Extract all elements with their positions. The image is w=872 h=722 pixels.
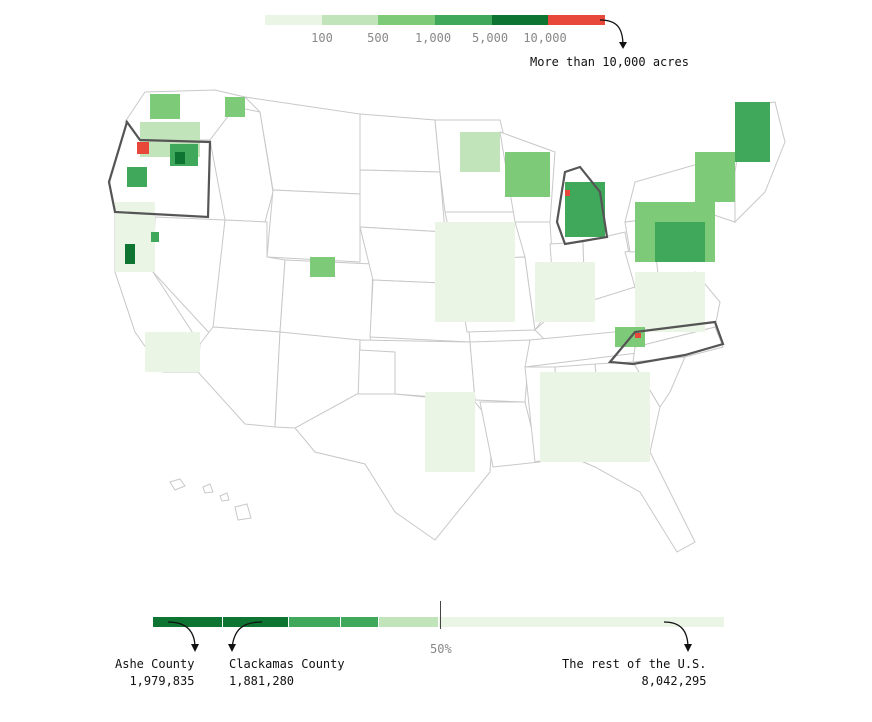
state-south-dakota [359, 169, 446, 233]
county-value: 1,881,280 [229, 674, 295, 688]
rest-name: The rest of the U.S. [562, 657, 707, 671]
legend-tick: 10,000 [523, 31, 567, 45]
legend-tick: 100 [311, 31, 333, 45]
state-arkansas [469, 339, 531, 403]
half-label: 50% [430, 642, 452, 656]
state-oklahoma [359, 339, 476, 401]
county-label-clackamas: Clackamas County 1,881,280 [229, 656, 345, 690]
clackamas-arrow-icon [228, 621, 263, 652]
legend-tick: 1,000 [414, 31, 452, 45]
state-north-dakota [359, 113, 441, 173]
half-marker [440, 601, 441, 629]
state-florida [559, 451, 696, 553]
share-seg-ashe [153, 617, 223, 627]
shaded-counties [115, 94, 770, 472]
legend-scale [265, 15, 606, 25]
share-seg-rest [439, 617, 725, 627]
legend-swatch-10000 [548, 15, 606, 25]
rest-value: 8,042,295 [641, 674, 707, 688]
county-label-ashe: Ashe County 1,979,835 [115, 656, 194, 690]
legend-swatch-100 [321, 15, 379, 25]
legend-swatch-lt100 [265, 15, 322, 25]
share-seg-5 [379, 617, 439, 627]
county-name: Ashe County [115, 657, 195, 671]
legend-swatch-1000 [435, 15, 492, 25]
county-name: Clackamas County [229, 657, 345, 671]
outline-north-carolina [607, 320, 725, 366]
county-value: 1,979,835 [129, 674, 195, 688]
outline-oregon [107, 119, 212, 219]
state-arizona [197, 326, 281, 428]
outline-michigan [555, 165, 609, 246]
callout-arrow-icon [599, 19, 627, 49]
ashe-arrow-icon [167, 621, 199, 652]
legend-callout: More than 10,000 acres [530, 55, 689, 69]
share-seg-4 [341, 617, 379, 627]
legend-swatch-500 [378, 15, 436, 25]
red-counties [137, 142, 149, 154]
highlighted-states [107, 119, 725, 366]
us-county-map [107, 89, 786, 553]
share-seg-3 [289, 617, 341, 627]
alaska-hawaii-islands [169, 478, 252, 521]
legend-tick: 500 [367, 31, 389, 45]
rest-arrow-icon [663, 621, 692, 652]
legend-tick: 5,000 [471, 31, 509, 45]
legend-swatch-5000 [491, 15, 549, 25]
rest-label: The rest of the U.S. 8,042,295 [562, 656, 707, 690]
state-wyoming [266, 189, 361, 263]
